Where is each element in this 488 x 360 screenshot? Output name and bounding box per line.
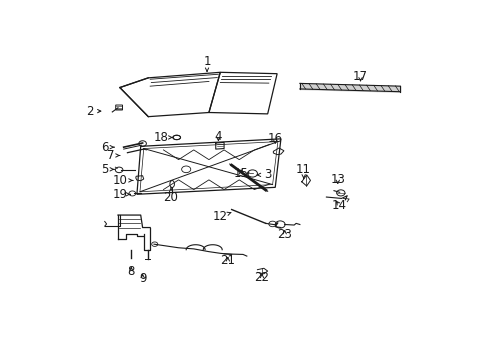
Text: 18: 18 [154,131,172,144]
Text: 12: 12 [212,210,230,223]
Text: 23: 23 [277,228,291,241]
Text: 10: 10 [112,174,133,187]
Text: 19: 19 [112,188,130,201]
Text: 22: 22 [254,271,269,284]
Text: 5: 5 [101,163,114,176]
Text: 17: 17 [352,70,367,83]
Text: 3: 3 [257,168,271,181]
Text: 7: 7 [106,149,120,162]
Text: 14: 14 [331,199,346,212]
Text: 1: 1 [203,55,210,71]
Text: 20: 20 [163,188,178,203]
Text: 15: 15 [233,167,248,180]
Text: 21: 21 [220,254,235,267]
Text: 11: 11 [296,163,310,179]
Text: 13: 13 [330,172,345,185]
Text: 8: 8 [127,265,135,278]
Text: 9: 9 [139,272,146,285]
Text: 2: 2 [85,105,101,118]
Text: 6: 6 [101,141,114,154]
Text: 4: 4 [214,130,222,143]
Text: 16: 16 [267,132,282,145]
